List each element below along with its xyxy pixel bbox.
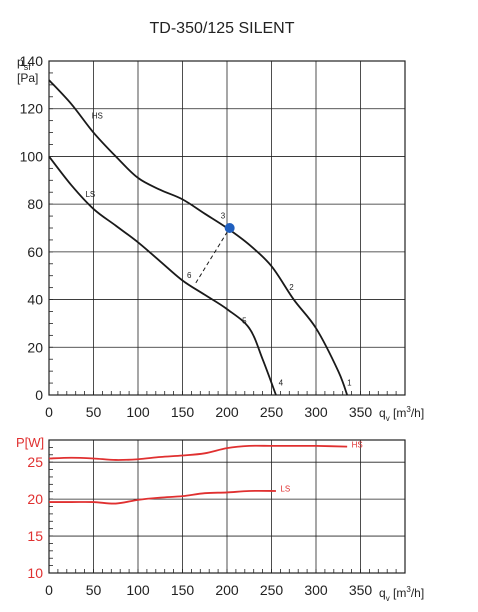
w-x-tick-label: 350: [349, 582, 373, 598]
p-y-tick-label: 120: [20, 101, 44, 117]
power-point-labels: HS LS: [280, 440, 362, 493]
p-x-tick-label: 250: [260, 404, 284, 420]
p-y-tick-label: 140: [20, 53, 44, 69]
p-point-label: 5: [242, 316, 247, 325]
p-y-tick-label: 80: [27, 196, 43, 212]
p-x-tick-label: 100: [126, 404, 150, 420]
power-chart: 10 15 20 25 0 50 100 150 200 250 300 350 HS LS P[W]…: [16, 435, 424, 603]
w-series-ls: [49, 489, 276, 505]
w-x-tick-label: 200: [215, 582, 239, 598]
pressure-series: [48, 79, 348, 396]
w-x-tick-label: 50: [86, 582, 102, 598]
p-point-label: 4: [279, 378, 284, 387]
power-plot-frame: [48, 439, 406, 574]
w-x-tick-label: 150: [171, 582, 195, 598]
p-series-dashed-line: [195, 227, 231, 284]
p-point-label: 3: [221, 211, 226, 220]
power-x-ticks: 0 50 100 150 200 250 300 350: [45, 582, 372, 598]
w-x-tick-label: 250: [260, 582, 284, 598]
pressure-x-ticks: 0 50 100 150 200 250 300 350: [45, 404, 372, 420]
p-series-hs: [48, 79, 348, 396]
w-y-tick-label: 15: [27, 528, 43, 544]
w-point-label: LS: [280, 485, 290, 494]
pressure-plot-frame: [48, 60, 406, 396]
p-x-tick-label: 350: [349, 404, 373, 420]
p-x-tick-label: 150: [171, 404, 195, 420]
w-x-tick-label: 100: [126, 582, 150, 598]
w-series-hs: [48, 444, 348, 461]
power-y-axis-label: P[W]: [16, 435, 44, 450]
w-x-tick-label: 300: [304, 582, 328, 598]
w-point-label: HS: [352, 440, 363, 449]
p-point-label: 2: [289, 283, 294, 292]
w-y-tick-label: 25: [27, 454, 43, 470]
p-y-tick-label: 20: [27, 339, 43, 355]
w-x-tick-label: 0: [45, 582, 53, 598]
p-y-tick-label: 0: [35, 387, 43, 403]
w-y-tick-label: 10: [27, 565, 43, 581]
power-grid: [49, 440, 405, 573]
power-series: [48, 444, 348, 505]
pressure-y-axis-label: psf: [17, 55, 31, 72]
chart-title: TD-350/125 SILENT: [150, 20, 295, 37]
pressure-y-ticks: 0 20 40 60 80 100 120 140: [20, 53, 44, 403]
pressure-point-labels: HS LS 1 2 3 4 5 6: [85, 111, 352, 387]
power-x-axis-label: qv [m3/h]: [379, 585, 424, 603]
p-x-tick-label: 0: [45, 404, 53, 420]
w-y-tick-label: 20: [27, 491, 43, 507]
p-y-tick-label: 100: [20, 148, 44, 164]
p-y-tick-label: 60: [27, 244, 43, 260]
p-x-tick-label: 200: [215, 404, 239, 420]
p-x-tick-label: 300: [304, 404, 328, 420]
p-point-label: LS: [85, 190, 95, 199]
p-point-label: HS: [92, 111, 103, 120]
p-y-tick-label: 40: [27, 292, 43, 308]
p-point-label: 6: [187, 271, 192, 280]
operating-point-marker: [224, 223, 235, 233]
pressure-x-axis-label: qv [m3/h]: [379, 405, 424, 423]
power-y-ticks: 10 15 20 25: [27, 454, 43, 581]
pressure-y-axis-unit: [Pa]: [17, 71, 38, 85]
p-series-ls: [48, 155, 277, 396]
p-point-label: 1: [347, 378, 352, 387]
p-x-tick-label: 50: [86, 404, 102, 420]
pressure-grid: [49, 61, 405, 395]
